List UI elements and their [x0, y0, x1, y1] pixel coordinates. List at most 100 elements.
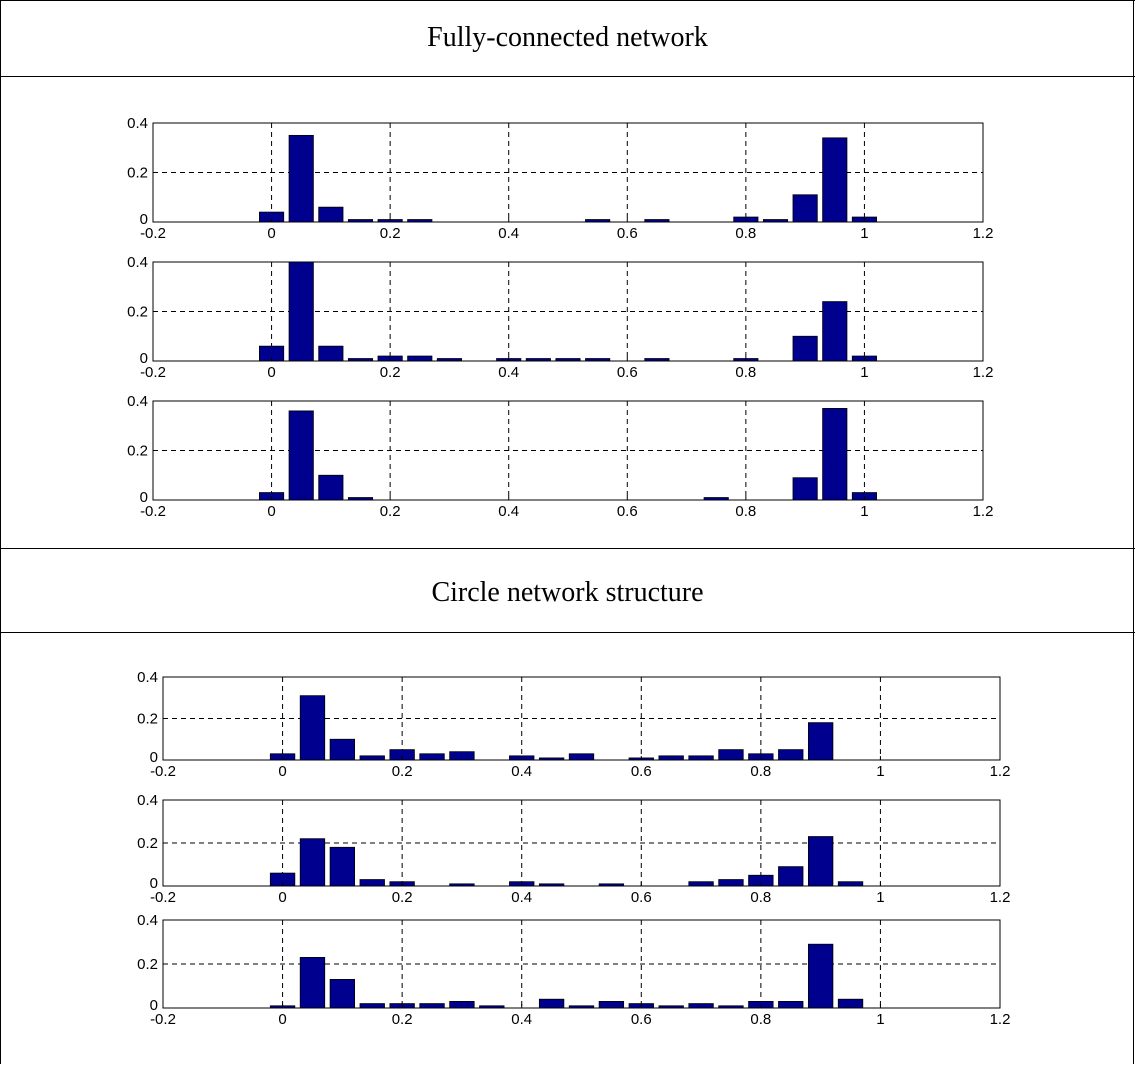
bar [807, 943, 834, 1009]
y-tick-label: 0.2 [137, 835, 158, 852]
y-tick-label: 0.4 [137, 669, 158, 686]
histogram-plot-2: -0.2 0 0.2 0.4 0.6 0.8 1 1.200.20.4 [127, 254, 994, 381]
y-tick-label: 0.4 [127, 393, 148, 410]
bar [299, 695, 326, 761]
x-tick-label: 0.2 [380, 364, 401, 381]
histogram-plot-4: -0.2 0 0.2 0.4 0.6 0.8 1 1.200.20.4 [137, 669, 1011, 780]
x-tick-label: 0.6 [617, 364, 638, 381]
bar [407, 355, 433, 362]
y-tick-label: 0.2 [137, 711, 158, 728]
bar [822, 137, 848, 223]
divider [0, 632, 1135, 633]
y-tick-label: 0.4 [127, 115, 148, 132]
bar [318, 345, 344, 362]
y-tick-label: 0 [140, 350, 148, 367]
bar [688, 881, 714, 887]
bar [792, 194, 818, 223]
x-tick-label: 1 [876, 889, 884, 906]
x-tick-label: 1.2 [973, 364, 994, 381]
y-tick-label: 0 [150, 997, 158, 1014]
x-tick-label: 0.6 [631, 763, 652, 780]
bar [288, 410, 314, 501]
x-tick-label: 1 [876, 763, 884, 780]
x-tick-label: 0 [267, 364, 275, 381]
x-tick-label: 0.6 [631, 889, 652, 906]
bar [822, 408, 848, 501]
x-tick-label: 1.2 [990, 889, 1011, 906]
bar [329, 979, 356, 1009]
histogram-plot-3: -0.2 0 0.2 0.4 0.6 0.8 1 1.200.20.4 [127, 393, 994, 520]
bar [778, 1001, 804, 1009]
bar [359, 879, 385, 887]
x-tick-label: -0.2 [140, 364, 166, 381]
x-tick-label: 0 [278, 889, 286, 906]
x-tick-label: 0.6 [631, 1011, 652, 1028]
x-tick-label: 0.8 [735, 225, 756, 242]
bar [449, 751, 475, 761]
y-tick-label: 0 [150, 875, 158, 892]
section-title-circle-network: Circle network structure [431, 577, 704, 608]
x-tick-label: 0.4 [511, 889, 532, 906]
x-tick-label: 0.6 [617, 225, 638, 242]
bar [329, 846, 356, 887]
x-tick-label: 0 [267, 225, 275, 242]
x-tick-label: 0.2 [392, 1011, 413, 1028]
bar [778, 749, 804, 761]
y-tick-label: 0.2 [127, 443, 148, 460]
divider [0, 0, 1135, 1]
section-title-fully-connected: Fully-connected network [427, 22, 708, 53]
bar [329, 738, 356, 761]
divider [0, 76, 1135, 77]
bar [792, 477, 818, 501]
x-tick-label: 0.8 [735, 364, 756, 381]
x-tick-label: 1 [860, 503, 868, 520]
x-tick-label: 0.2 [380, 503, 401, 520]
x-tick-label: -0.2 [140, 225, 166, 242]
x-tick-label: 0.8 [735, 503, 756, 520]
y-tick-label: 0 [140, 211, 148, 228]
x-tick-label: 1 [860, 364, 868, 381]
x-tick-label: -0.2 [150, 889, 176, 906]
bar [807, 722, 834, 761]
y-tick-label: 0.4 [127, 254, 148, 271]
bar [718, 879, 744, 887]
y-tick-label: 0 [140, 489, 148, 506]
x-tick-label: 0.2 [392, 763, 413, 780]
x-tick-label: -0.2 [140, 503, 166, 520]
bar [359, 755, 385, 761]
bar [299, 957, 326, 1009]
x-tick-label: 0 [278, 763, 286, 780]
bar [778, 866, 804, 887]
x-tick-label: 0.8 [750, 889, 771, 906]
bar [288, 134, 314, 223]
y-tick-label: 0.2 [137, 956, 158, 973]
x-tick-label: 0.6 [617, 503, 638, 520]
bar [718, 749, 744, 761]
bar [688, 1003, 714, 1009]
x-tick-label: 1.2 [973, 225, 994, 242]
x-tick-label: 0.4 [498, 364, 519, 381]
histogram-plot-5: -0.2 0 0.2 0.4 0.6 0.8 1 1.200.20.4 [137, 792, 1011, 906]
divider [0, 548, 1135, 549]
bar [318, 206, 344, 223]
x-tick-label: -0.2 [150, 1011, 176, 1028]
y-tick-label: 0.2 [127, 304, 148, 321]
x-tick-label: 0.2 [392, 889, 413, 906]
x-tick-label: 0 [278, 1011, 286, 1028]
x-tick-label: 1.2 [973, 503, 994, 520]
bar [359, 1003, 385, 1009]
x-tick-label: 1.2 [990, 763, 1011, 780]
x-tick-label: 0 [267, 503, 275, 520]
bar [658, 755, 684, 761]
bar [568, 753, 595, 761]
x-tick-label: 0.2 [380, 225, 401, 242]
bar [538, 998, 565, 1009]
bar [299, 838, 326, 887]
x-tick-label: 1 [860, 225, 868, 242]
bar [837, 881, 864, 887]
bar [792, 335, 818, 362]
x-tick-label: 0.4 [498, 503, 519, 520]
x-tick-label: 0.8 [750, 1011, 771, 1028]
x-tick-label: -0.2 [150, 763, 176, 780]
y-tick-label: 0.4 [137, 912, 158, 929]
